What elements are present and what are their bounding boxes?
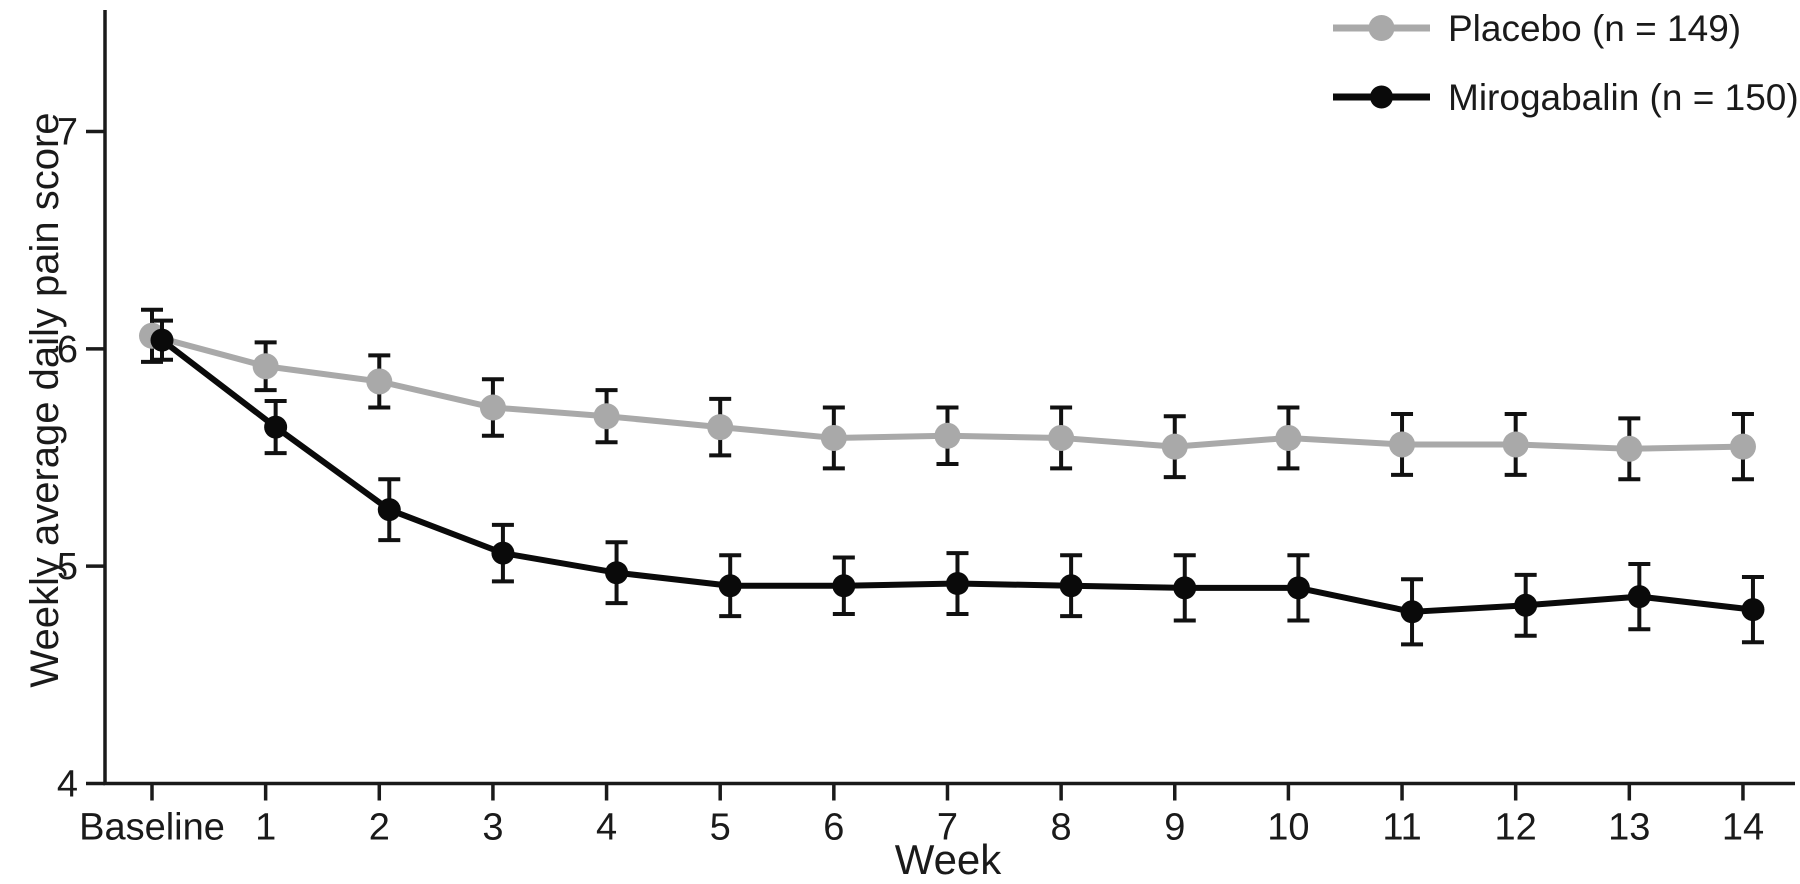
data-point-mirogabalin	[1173, 576, 1197, 600]
x-tick-label: 13	[1608, 807, 1650, 849]
y-tick-label: 6	[57, 329, 78, 371]
data-point-mirogabalin	[1514, 593, 1538, 617]
series-mirogabalin	[150, 318, 1765, 647]
data-point-mirogabalin	[605, 561, 629, 585]
x-tick-label: 11	[1382, 807, 1421, 849]
x-tick-label: 12	[1495, 807, 1537, 849]
x-tick-label: 6	[823, 807, 844, 849]
legend-marker-mirogabalin	[1370, 85, 1393, 109]
y-axis-title: Weekly average daily pain score	[23, 112, 67, 687]
legend-marker-placebo	[1368, 15, 1395, 41]
data-point-mirogabalin	[150, 328, 174, 352]
x-tick-label: 5	[710, 807, 731, 849]
data-point-placebo	[1389, 431, 1416, 458]
data-point-placebo	[934, 422, 961, 449]
y-tick-label: 5	[57, 546, 78, 588]
data-point-placebo	[1729, 433, 1756, 460]
data-point-mirogabalin	[832, 574, 856, 598]
y-tick-label: 7	[57, 112, 78, 154]
data-point-placebo	[1275, 424, 1302, 451]
series-layer	[139, 307, 1765, 647]
data-point-placebo	[479, 394, 506, 421]
x-tick-label: 3	[482, 807, 503, 849]
data-point-mirogabalin	[945, 572, 969, 596]
x-axis-title: Week	[895, 836, 1003, 883]
x-tick-label: 9	[1164, 807, 1185, 849]
series-placebo	[139, 307, 1756, 482]
axis-lines	[103, 10, 1795, 786]
legend-item-placebo: Placebo (n = 149)	[1333, 8, 1741, 49]
data-point-mirogabalin	[1627, 585, 1651, 609]
data-point-placebo	[593, 403, 620, 430]
legend-label-placebo: Placebo (n = 149)	[1448, 8, 1741, 49]
data-point-placebo	[1616, 435, 1643, 462]
data-point-mirogabalin	[1286, 576, 1310, 600]
y-tick-label: 4	[57, 764, 78, 806]
data-point-placebo	[707, 414, 734, 441]
x-tick-label: 7	[937, 807, 958, 849]
data-point-placebo	[252, 353, 279, 380]
x-tick-label: Baseline	[79, 807, 225, 849]
x-tick-label: 14	[1722, 807, 1764, 849]
legend-label-mirogabalin: Mirogabalin (n = 150)	[1448, 77, 1799, 118]
data-point-mirogabalin	[264, 415, 288, 439]
data-point-mirogabalin	[377, 498, 401, 522]
data-point-mirogabalin	[718, 574, 742, 598]
data-point-placebo	[1161, 433, 1188, 460]
x-tick-label: 1	[255, 807, 276, 849]
data-point-mirogabalin	[1741, 598, 1765, 622]
x-tick-label: 8	[1051, 807, 1072, 849]
x-tick-label: 2	[369, 807, 390, 849]
data-point-mirogabalin	[1400, 600, 1424, 624]
x-tick-label: 10	[1267, 807, 1309, 849]
data-point-placebo	[820, 424, 847, 451]
legend-item-mirogabalin: Mirogabalin (n = 150)	[1333, 77, 1799, 118]
data-point-placebo	[1502, 431, 1529, 458]
x-tick-label: 4	[596, 807, 617, 849]
data-point-mirogabalin	[491, 541, 515, 565]
data-point-placebo	[1048, 424, 1075, 451]
legend: Placebo (n = 149) Mirogabalin (n = 150)	[1333, 8, 1799, 118]
data-point-placebo	[366, 368, 393, 395]
data-point-mirogabalin	[1059, 574, 1083, 598]
